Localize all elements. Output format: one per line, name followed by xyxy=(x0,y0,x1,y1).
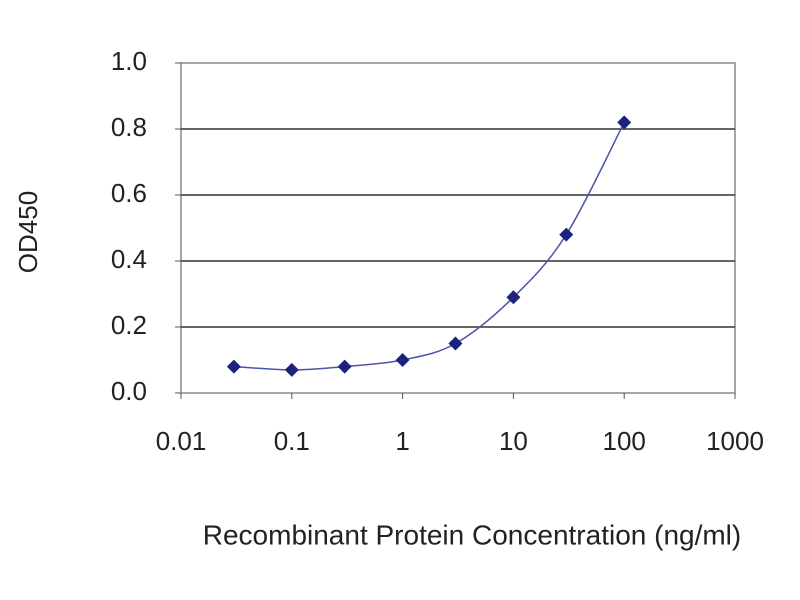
point xyxy=(506,290,521,305)
point xyxy=(448,336,463,351)
y-tick-label: 0.6 xyxy=(111,178,147,208)
x-tick-label: 100 xyxy=(603,426,646,456)
y-tick-label: 0.8 xyxy=(111,112,147,142)
x-tick-label: 0.1 xyxy=(274,426,310,456)
y-tick-label: 0.2 xyxy=(111,310,147,340)
x-axis-label: Recombinant Protein Concentration (ng/ml… xyxy=(203,519,741,550)
x-tick-label: 0.01 xyxy=(156,426,207,456)
point xyxy=(559,227,574,242)
plot-area xyxy=(180,62,736,394)
point xyxy=(284,362,299,377)
point xyxy=(617,115,632,130)
x-tick-label: 1 xyxy=(395,426,409,456)
y-axis-label: OD450 xyxy=(13,191,43,273)
x-tick-label: 1000 xyxy=(706,426,764,456)
point xyxy=(226,359,241,374)
point xyxy=(337,359,352,374)
y-tick-label: 0.0 xyxy=(111,376,147,406)
y-tick-label: 1.0 xyxy=(111,46,147,76)
point xyxy=(395,353,410,367)
y-tick-label: 0.4 xyxy=(111,244,147,274)
x-tick-label: 10 xyxy=(499,426,528,456)
